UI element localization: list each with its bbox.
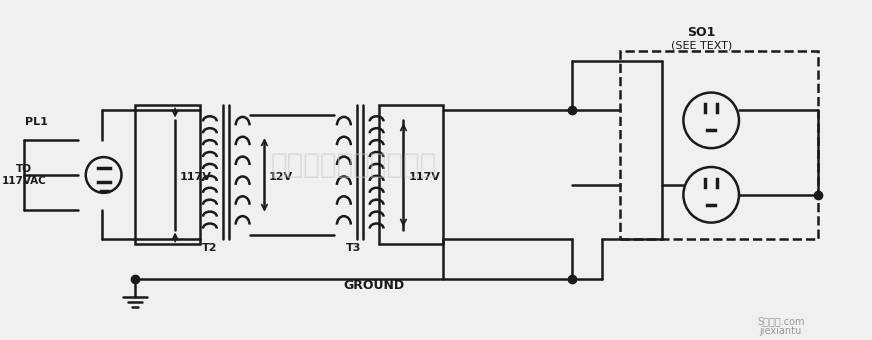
Text: GROUND: GROUND [343,279,405,292]
Text: T2: T2 [202,243,218,253]
Text: 117V: 117V [180,172,212,182]
Text: (SEE TEXT): (SEE TEXT) [671,41,732,51]
Bar [378,105,443,244]
Text: 杭州澳智科技有限公司: 杭州澳智科技有限公司 [270,151,437,179]
Text: T3: T3 [346,243,362,253]
Bar [620,51,819,239]
Text: PL1: PL1 [24,117,48,127]
Text: jiexiantu: jiexiantu [760,326,801,336]
Text: S电路图.com: S电路图.com [757,316,804,326]
Text: 117V: 117V [408,172,440,182]
Bar [135,105,200,244]
Text: SO1: SO1 [687,26,715,39]
Text: 12V: 12V [269,172,292,182]
Text: TO
117VAC: TO 117VAC [2,164,46,186]
